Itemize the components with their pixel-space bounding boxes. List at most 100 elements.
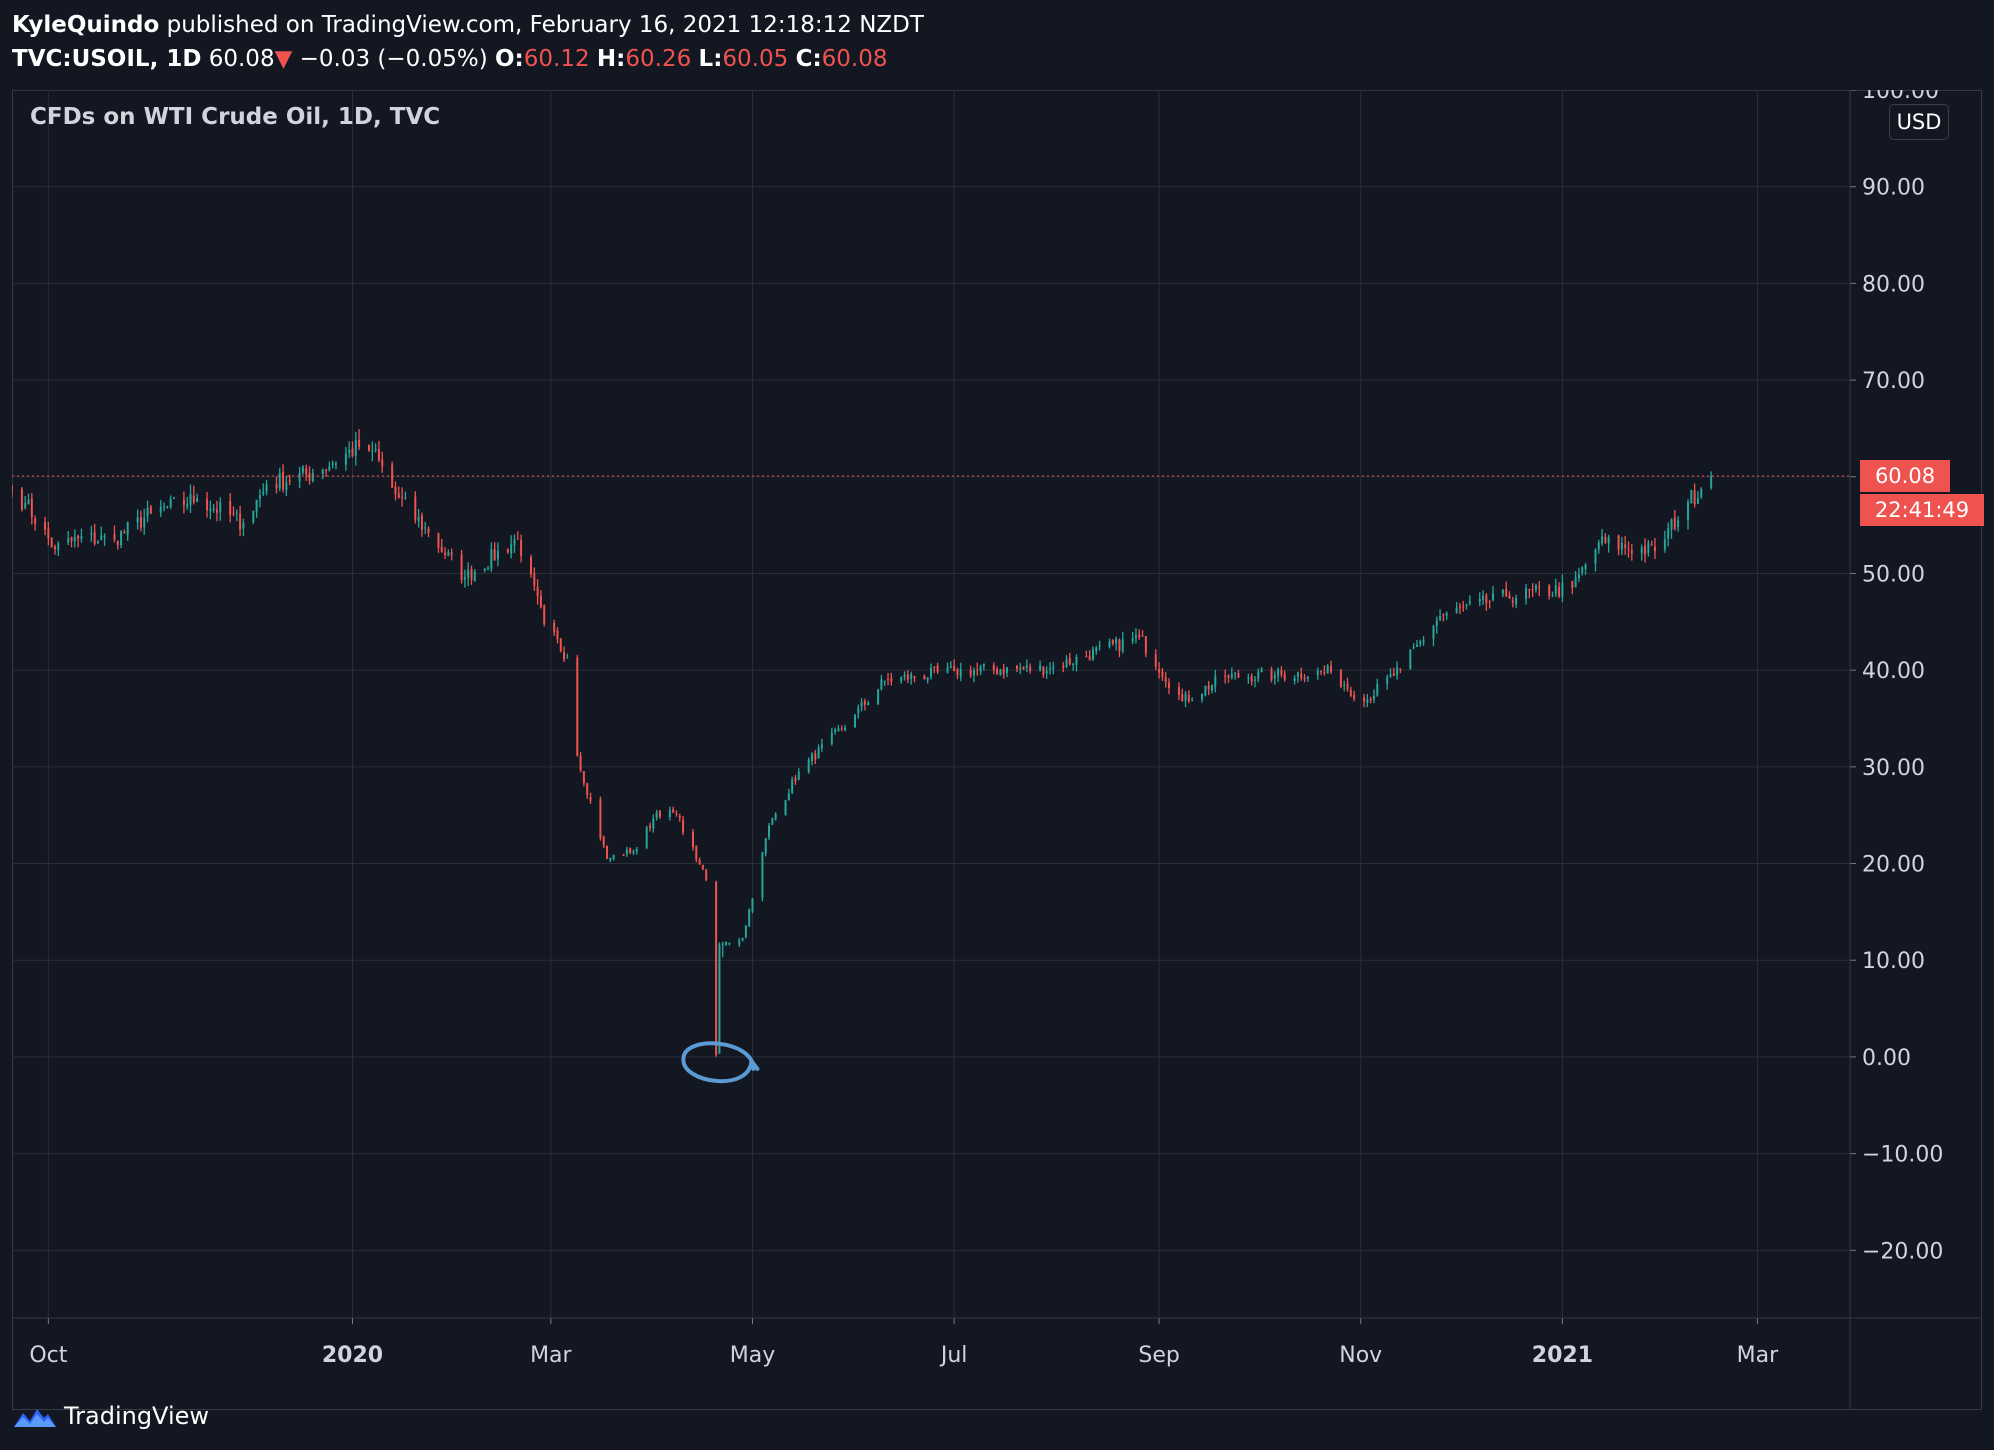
candle-body (1253, 679, 1256, 681)
candle-body (321, 469, 324, 475)
y-tick-label: 80.00 (1862, 272, 1925, 297)
candle-body (1237, 673, 1240, 678)
candle-body (1577, 574, 1580, 578)
candle-body (900, 676, 903, 682)
candle-body (933, 666, 936, 668)
candle-body (629, 848, 632, 854)
candle-body (1624, 544, 1627, 548)
countdown-badge: 22:41:49 (1860, 493, 1984, 526)
chart-container[interactable]: 100.0090.0080.0070.0060.0050.0040.0030.0… (12, 90, 1984, 1410)
candle-body (632, 851, 635, 853)
candle-body (1369, 698, 1372, 701)
candle-body (622, 854, 625, 856)
candle-body (1531, 589, 1534, 591)
candle-body (1627, 548, 1630, 550)
candle-body (817, 747, 820, 759)
candle-body (635, 849, 638, 852)
candle-body (420, 515, 423, 530)
candle-body (70, 537, 73, 541)
candle-body (672, 809, 675, 813)
candle-body (189, 493, 192, 505)
candle-body (860, 702, 863, 707)
x-tick-label: Mar (1737, 1343, 1779, 1368)
candle-body (645, 827, 648, 848)
candle-body (1601, 536, 1604, 544)
candle-body (427, 528, 430, 533)
candle-body (24, 502, 27, 508)
x-tick-label: 2020 (322, 1343, 383, 1368)
candle-body (96, 541, 99, 543)
candle-body (910, 674, 913, 679)
candle-body (1445, 613, 1448, 616)
candle-body (1558, 587, 1561, 597)
candle-body (1534, 585, 1537, 590)
candle-body (774, 813, 777, 820)
candle-body (1581, 567, 1584, 573)
x-tick-label: Oct (29, 1343, 67, 1368)
candle-body (1141, 635, 1144, 637)
candle-body (401, 497, 404, 499)
candle-body (1677, 520, 1680, 528)
candle-body (830, 732, 833, 744)
x-tick-label: Nov (1339, 1343, 1382, 1368)
candle-body (483, 568, 486, 571)
candle-body (890, 677, 893, 682)
candle-body (992, 665, 995, 671)
candle-body (1323, 672, 1326, 674)
candle-body (1339, 670, 1342, 687)
candle-body (612, 855, 615, 860)
candle-body (996, 668, 999, 675)
candle-body (232, 513, 235, 515)
candle-body (126, 522, 129, 535)
candle-body (976, 669, 979, 671)
candle-body (325, 469, 328, 471)
candle-body (761, 851, 764, 898)
candle-body (1177, 687, 1180, 695)
candle-body (579, 756, 582, 771)
candle-body (1247, 677, 1250, 679)
low-value: 60.05 (722, 46, 789, 72)
currency-button[interactable]: USD (1889, 104, 1949, 140)
candle-body (100, 535, 103, 540)
candle-body (143, 518, 146, 528)
author-name[interactable]: KyleQuindo (12, 12, 160, 38)
candle-body (887, 678, 890, 680)
candle-body (186, 504, 189, 507)
price-chart[interactable]: 100.0090.0080.0070.0060.0050.0040.0030.0… (12, 90, 1982, 1410)
candle-body (764, 838, 767, 854)
y-tick-label: 90.00 (1862, 176, 1925, 201)
brand-name[interactable]: TradingView (64, 1402, 210, 1430)
candle-body (682, 819, 685, 833)
candle-body (1260, 669, 1263, 673)
candle-body (1320, 670, 1323, 672)
candle-body (1617, 535, 1620, 550)
candle-body (358, 439, 361, 447)
close-label: C: (795, 46, 822, 72)
candle-body (602, 836, 605, 846)
candle-body (1399, 669, 1402, 671)
candle-body (354, 440, 357, 456)
candle-body (880, 679, 883, 690)
candle-body (123, 531, 126, 534)
y-tick-label: 100.00 (1862, 90, 1939, 104)
candle-body (1644, 545, 1647, 555)
candle-body (1075, 656, 1078, 665)
candle-body (1306, 676, 1309, 679)
candle-body (1501, 590, 1504, 595)
high-label: H: (596, 46, 626, 72)
candle-body (288, 480, 291, 482)
open-label: O: (495, 46, 524, 72)
symbol-label: TVC:USOIL, 1D (12, 46, 202, 72)
candle-body (1204, 685, 1207, 696)
candle-body (668, 810, 671, 818)
candle-body (1696, 498, 1699, 504)
candle-body (1561, 582, 1564, 598)
tradingview-logo-icon[interactable] (12, 1403, 58, 1429)
candle-body (487, 567, 490, 569)
candle-body (1303, 677, 1306, 680)
candle-body (1630, 550, 1633, 554)
candle-body (159, 506, 162, 513)
candle-body (698, 860, 701, 865)
candle-body (566, 657, 569, 659)
candle-body (513, 539, 516, 546)
